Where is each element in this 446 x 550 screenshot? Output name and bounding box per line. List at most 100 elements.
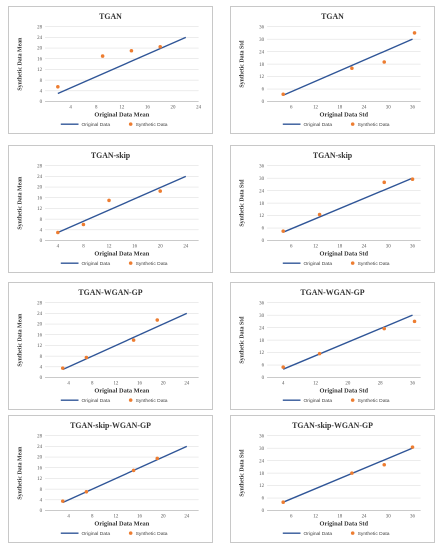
synthetic-data-point (131, 338, 136, 342)
legend-original-label: Original Data (81, 531, 110, 537)
synthetic-data-point (84, 490, 89, 494)
y-axis-label: Synthetic Data Std (239, 179, 245, 227)
x-tick-label: 12 (313, 381, 318, 386)
y-tick-label: 6 (262, 364, 265, 369)
panel-tgan-skip-std: TGAN-skip 0 6 12 18 24 30 36 6 12 18 24 30 36 Original… (230, 145, 435, 273)
panel-tgan-skip-mean: TGAN-skip 0 4 8 12 16 20 24 28 4 8 12 16 20 24 Original… (8, 145, 213, 273)
y-axis-label: Synthetic Data Mean (17, 313, 23, 367)
synthetic-data-point (155, 318, 160, 322)
x-tick-label: 6 (290, 244, 293, 249)
panel-tgan-mean: TGAN 0 4 8 12 16 20 24 28 4 8 12 16 20 24 Original Data… (8, 6, 213, 134)
x-tick-label: 18 (337, 105, 342, 110)
x-tick-label: 8 (82, 244, 85, 249)
y-tick-label: 0 (40, 376, 43, 381)
y-tick-label: 8 (40, 355, 43, 360)
synthetic-data-point (410, 445, 415, 449)
legend-original-label: Original Data (81, 398, 110, 404)
x-tick-label: 8 (91, 381, 94, 386)
original-data-line (282, 314, 413, 370)
x-tick-label: 12 (113, 381, 118, 386)
x-tick-label: 36 (410, 381, 415, 386)
y-tick-label: 18 (259, 472, 264, 477)
x-tick-label: 16 (137, 514, 142, 519)
y-tick-label: 12 (259, 75, 264, 80)
y-axis-label: Synthetic Data Std (239, 316, 245, 364)
y-tick-label: 0 (40, 100, 43, 105)
synthetic-data-point (317, 351, 322, 356)
y-tick-label: 12 (37, 68, 42, 73)
y-tick-label: 20 (37, 456, 42, 461)
x-tick-label: 24 (184, 514, 189, 519)
synthetic-data-point (382, 463, 387, 467)
x-tick-label: 12 (119, 105, 124, 110)
synthetic-data-point (107, 198, 111, 203)
legend-synthetic-swatch (350, 531, 355, 535)
x-tick-label: 16 (137, 381, 142, 386)
legend-original-label: Original Data (303, 261, 332, 267)
legend-synthetic-swatch (350, 261, 355, 265)
x-tick-label: 4 (57, 244, 60, 249)
y-tick-label: 18 (259, 63, 264, 68)
y-tick-label: 30 (259, 177, 264, 182)
synthetic-data-point (281, 229, 285, 233)
x-tick-label: 24 (184, 381, 189, 386)
synthetic-data-point (410, 177, 415, 181)
y-tick-label: 30 (259, 38, 264, 43)
synthetic-data-point (129, 48, 134, 53)
synthetic-data-point (60, 366, 65, 370)
panel-tgan-skip-wgan-gp-mean: TGAN-skip-WGAN-GP 0 4 8 12 16 20 24 28 4 8 12 16 20 24… (8, 415, 213, 543)
x-axis-label: Original Data Std (320, 111, 369, 118)
synthetic-data-point (131, 468, 136, 473)
y-tick-label: 0 (262, 100, 265, 105)
y-tick-label: 4 (40, 365, 43, 370)
synthetic-data-point (100, 54, 105, 58)
x-tick-label: 6 (290, 514, 293, 519)
y-tick-label: 24 (37, 36, 42, 41)
x-axis-label: Original Data Std (320, 387, 369, 394)
legend-synthetic-label: Synthetic Data (358, 261, 390, 267)
synthetic-data-point (350, 66, 354, 71)
y-tick-label: 6 (262, 88, 265, 93)
synthetic-data-point (281, 500, 285, 504)
chart-title: TGAN (321, 12, 344, 21)
synthetic-data-point (350, 471, 354, 475)
y-tick-label: 16 (37, 466, 42, 471)
panel-tgan-wgan-gp-std: TGAN-WGAN-GP 0 6 12 18 24 30 36 4 12 20 28 36 Origina… (230, 282, 435, 410)
y-tick-label: 36 (259, 25, 264, 30)
chart-tgan-wgan-gp-std: TGAN-WGAN-GP 0 6 12 18 24 30 36 4 12 20 28 36 Origina… (239, 288, 421, 404)
legend-synthetic-swatch (128, 531, 133, 535)
y-tick-label: 20 (37, 47, 42, 52)
chart-tgan-skip-wgan-gp-std: TGAN-skip-WGAN-GP 0 6 12 18 24 30 36 6 12 18 24 30 36… (239, 421, 421, 537)
synthetic-data-point (281, 365, 285, 369)
x-tick-label: 24 (183, 244, 188, 249)
chart-title: TGAN (99, 12, 122, 21)
y-tick-label: 28 (37, 164, 42, 169)
y-tick-label: 28 (37, 25, 42, 30)
y-tick-label: 4 (40, 228, 43, 233)
y-tick-label: 18 (259, 202, 264, 207)
panel-tgan-skip-wgan-gp-std: TGAN-skip-WGAN-GP 0 6 12 18 24 30 36 6 12 18 24 30 36… (230, 415, 435, 543)
x-axis-label: Original Data Mean (94, 111, 149, 118)
legend-synthetic-swatch (128, 122, 133, 126)
synthetic-data-point (155, 456, 160, 461)
y-tick-label: 24 (37, 312, 42, 317)
x-tick-label: 8 (91, 514, 94, 519)
legend-synthetic-label: Synthetic Data (136, 531, 168, 537)
y-axis-label: Synthetic Data Mean (17, 446, 23, 500)
y-tick-label: 4 (40, 89, 43, 94)
chart-title: TGAN-skip-WGAN-GP (292, 421, 373, 430)
synthetic-data-point (412, 31, 417, 35)
legend-synthetic-swatch (350, 122, 355, 126)
legend-synthetic-label: Synthetic Data (136, 122, 168, 128)
x-tick-label: 4 (67, 514, 70, 519)
x-tick-label: 12 (107, 244, 112, 249)
chart-tgan-skip-std: TGAN-skip 0 6 12 18 24 30 36 6 12 18 24 30 36 Original… (239, 151, 421, 267)
y-tick-label: 18 (259, 339, 264, 344)
legend-synthetic-label: Synthetic Data (136, 261, 168, 267)
y-tick-label: 16 (37, 196, 42, 201)
y-tick-label: 24 (259, 50, 264, 55)
synthetic-data-point (281, 92, 285, 96)
chart-tgan-skip-mean: TGAN-skip 0 4 8 12 16 20 24 28 4 8 12 16 20 24 Original… (17, 151, 199, 267)
chart-title: TGAN-skip (91, 151, 131, 160)
y-tick-label: 0 (262, 239, 265, 244)
